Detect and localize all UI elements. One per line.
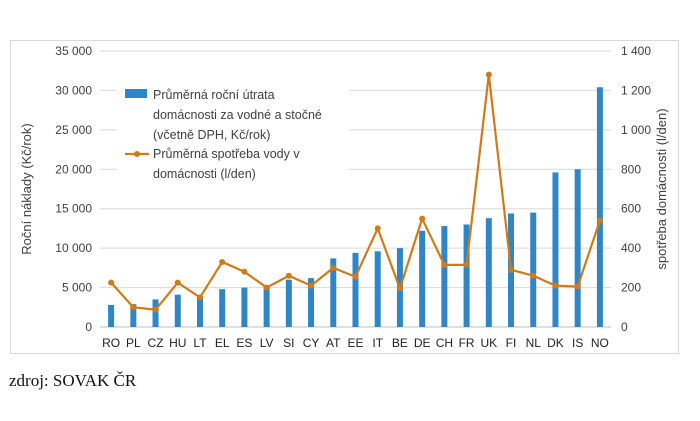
- line-point: [352, 273, 359, 280]
- line-point: [263, 284, 270, 291]
- y-right-tick-label: 400: [621, 241, 641, 255]
- bar: [530, 212, 537, 327]
- bar: [152, 299, 159, 327]
- bar: [308, 278, 315, 327]
- x-tick-label: PL: [126, 336, 141, 350]
- y-left-tick-label: 25 000: [55, 123, 92, 137]
- line-point: [396, 285, 403, 292]
- x-tick-label: LV: [260, 336, 274, 350]
- x-tick-label: FI: [506, 336, 517, 350]
- y-right-tick-label: 1 000: [621, 123, 651, 137]
- y-right-tick-label: 200: [621, 281, 641, 295]
- x-tick-label: DK: [547, 336, 564, 350]
- source-note: zdroj: SOVAK ČR: [9, 371, 137, 390]
- x-tick-label: CY: [303, 336, 320, 350]
- y-right-axis-title: spotřeba domácnosti (l/den): [654, 108, 669, 269]
- legend-bar-label: Průměrná roční útrata: [153, 88, 275, 102]
- y-left-tick-label: 5 000: [62, 281, 92, 295]
- bar: [552, 172, 559, 327]
- line-point: [485, 71, 492, 78]
- y-right-tick-label: 1 400: [621, 44, 651, 58]
- line-point: [530, 272, 537, 279]
- y-right-tick-label: 800: [621, 162, 641, 176]
- bar: [485, 218, 492, 327]
- bar: [352, 252, 359, 327]
- x-tick-label: IS: [572, 336, 583, 350]
- legend-line-label: domácnosti (l/den): [153, 167, 256, 181]
- x-tick-label: EL: [215, 336, 230, 350]
- line-point: [441, 261, 448, 268]
- legend-line-marker: [134, 151, 140, 157]
- x-tick-label: CZ: [148, 336, 164, 350]
- y-left-axis-title: Roční náklady (Kč/rok): [19, 123, 34, 255]
- line-point: [285, 272, 292, 279]
- legend-line-label: Průměrná spotřeba vody v: [153, 147, 300, 161]
- bar: [463, 224, 470, 327]
- x-tick-label: ES: [236, 336, 252, 350]
- legend-box: [117, 75, 349, 187]
- line-point: [463, 261, 470, 268]
- line-point: [330, 264, 337, 271]
- bar: [174, 294, 181, 327]
- x-tick-label: AT: [326, 336, 341, 350]
- line-point: [130, 304, 137, 311]
- legend-bar-swatch: [125, 89, 147, 98]
- bar: [196, 297, 203, 327]
- bar: [219, 289, 226, 327]
- line-point: [241, 268, 248, 275]
- x-tick-label: RO: [102, 336, 120, 350]
- bar: [241, 287, 248, 327]
- x-tick-label: BE: [392, 336, 408, 350]
- chart-svg: 0 5 000 10 000 15 000 20 000 25 000 30 000 35 0…: [19, 44, 669, 350]
- bar: [263, 285, 270, 327]
- x-tick-label: EE: [347, 336, 363, 350]
- x-tick-label: FR: [459, 336, 475, 350]
- x-tick-label: IT: [372, 336, 383, 350]
- bar: [441, 226, 448, 327]
- y-left-tick-label: 10 000: [55, 241, 92, 255]
- line-point: [152, 306, 159, 313]
- x-tick-label: SI: [283, 336, 294, 350]
- line-point: [174, 279, 181, 286]
- x-tick-label: HU: [169, 336, 186, 350]
- bar: [596, 87, 603, 327]
- x-tick-label: NL: [526, 336, 542, 350]
- y-right-tick-label: 600: [621, 202, 641, 216]
- y-left-tick-label: 35 000: [55, 44, 92, 58]
- bar: [419, 230, 426, 327]
- bar: [108, 304, 115, 327]
- bar: [285, 279, 292, 327]
- x-tick-label: NO: [591, 336, 609, 350]
- bar: [130, 304, 137, 327]
- y-right-tick-label: 1 200: [621, 83, 651, 97]
- line-point: [574, 283, 581, 290]
- line-point: [508, 266, 515, 273]
- line-point: [308, 282, 315, 289]
- y-left-tick-label: 20 000: [55, 162, 92, 176]
- bar: [374, 251, 381, 327]
- legend-bar-label: (včetně DPH, Kč/rok): [153, 128, 270, 142]
- x-tick-label: DE: [414, 336, 431, 350]
- chart-frame: 0 5 000 10 000 15 000 20 000 25 000 30 000 35 0…: [10, 40, 679, 354]
- x-tick-label: LT: [193, 336, 207, 350]
- y-left-tick-label: 30 000: [55, 83, 92, 97]
- line-point: [108, 279, 115, 286]
- line-point: [219, 258, 226, 265]
- bar: [574, 169, 581, 327]
- line-point: [552, 282, 559, 289]
- line-point: [419, 215, 426, 222]
- line-point: [374, 225, 381, 232]
- line-point: [596, 217, 603, 224]
- bar: [330, 258, 337, 327]
- y-right-tick-label: 0: [621, 320, 628, 334]
- y-left-tick-label: 0: [85, 320, 92, 334]
- y-left-tick-label: 15 000: [55, 202, 92, 216]
- x-tick-label: UK: [480, 336, 497, 350]
- legend-bar-label: domácnosti za vodné a stočné: [153, 108, 322, 122]
- x-tick-label: CH: [436, 336, 453, 350]
- line-point: [196, 294, 203, 301]
